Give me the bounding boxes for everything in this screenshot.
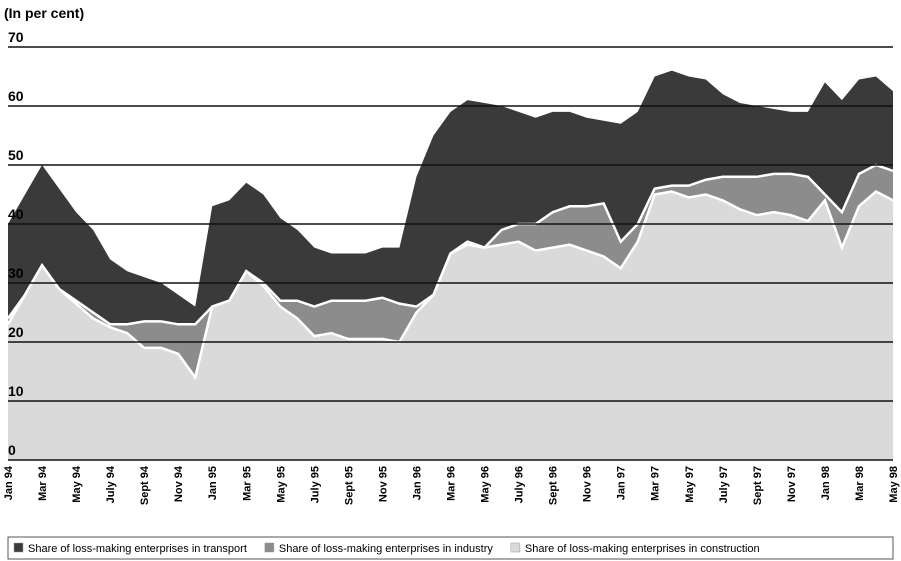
y-tick-label: 30 (8, 265, 24, 281)
x-tick-label: May 97 (684, 466, 696, 503)
x-tick-label: Jan 96 (411, 466, 423, 500)
x-tick-label: Sept 95 (343, 466, 355, 505)
x-tick-label: Mar 97 (650, 466, 662, 501)
x-tick-label: July 97 (718, 466, 730, 503)
legend-swatch (13, 542, 24, 553)
x-tick-label: Mar 98 (854, 466, 866, 501)
legend-label: Share of loss-making enterprises in cons… (525, 543, 760, 555)
x-tick-label: Sept 94 (139, 465, 151, 505)
x-tick-label: Nov 94 (173, 465, 185, 502)
x-tick-label: Jan 97 (616, 466, 628, 500)
legend-box (7, 536, 894, 560)
legend-label: Share of loss-making enterprises in indu… (279, 543, 493, 555)
x-tick-label: Mar 95 (241, 466, 253, 501)
legend-swatch (510, 542, 521, 553)
x-tick-label: July 95 (309, 466, 321, 503)
y-tick-label: 20 (8, 324, 24, 340)
y-tick-label: 40 (8, 206, 24, 222)
x-tick-label: Jan 98 (820, 466, 832, 500)
x-tick-label: Mar 96 (446, 466, 458, 501)
x-tick-label: May 96 (480, 466, 492, 503)
legend-label: Share of loss-making enterprises in tran… (28, 543, 247, 555)
y-tick-label: 10 (8, 383, 24, 399)
x-tick-label: July 96 (514, 466, 526, 503)
x-tick-label: Sept 97 (752, 466, 764, 505)
y-tick-label: 60 (8, 88, 24, 104)
legend-swatch (264, 542, 275, 553)
x-tick-label: Nov 97 (786, 466, 798, 502)
x-tick-label: Jan 95 (207, 466, 219, 500)
y-tick-label: 0 (8, 442, 16, 458)
x-tick-label: May 98 (888, 466, 900, 503)
y-axis-label: (In per cent) (4, 5, 84, 21)
x-tick-label: Jan 94 (3, 465, 15, 500)
y-tick-label: 50 (8, 147, 24, 163)
area (8, 191, 893, 461)
area-edge (6, 190, 894, 381)
x-tick-label: Sept 96 (548, 466, 560, 505)
x-tick-label: Nov 95 (377, 466, 389, 502)
y-tick-label: 70 (8, 29, 24, 45)
x-tick-label: July 94 (105, 465, 117, 503)
x-tick-label: May 95 (275, 466, 287, 503)
x-tick-label: Nov 96 (582, 466, 594, 502)
x-tick-label: May 94 (71, 465, 83, 503)
x-tick-label: Mar 94 (37, 465, 49, 501)
